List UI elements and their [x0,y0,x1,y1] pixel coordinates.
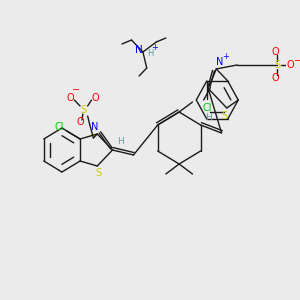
Text: N: N [91,122,98,132]
Text: S: S [222,111,228,121]
Text: Cl: Cl [202,103,211,113]
Text: N: N [135,45,143,55]
Text: O: O [272,73,279,83]
Text: O: O [92,93,99,103]
Text: S: S [95,168,101,178]
Text: O: O [76,117,84,127]
Text: S: S [274,60,280,70]
Text: H: H [147,50,154,58]
Text: H: H [117,137,124,146]
Text: +: + [222,52,229,62]
Text: −: − [72,85,80,95]
Text: H: H [205,112,211,122]
Text: −: − [294,56,300,66]
Text: O: O [287,60,294,70]
Text: O: O [272,47,279,57]
Text: S: S [81,105,87,115]
Text: +: + [151,43,158,52]
Text: Cl: Cl [54,122,64,132]
Text: O: O [67,93,74,103]
Text: N: N [216,57,224,67]
